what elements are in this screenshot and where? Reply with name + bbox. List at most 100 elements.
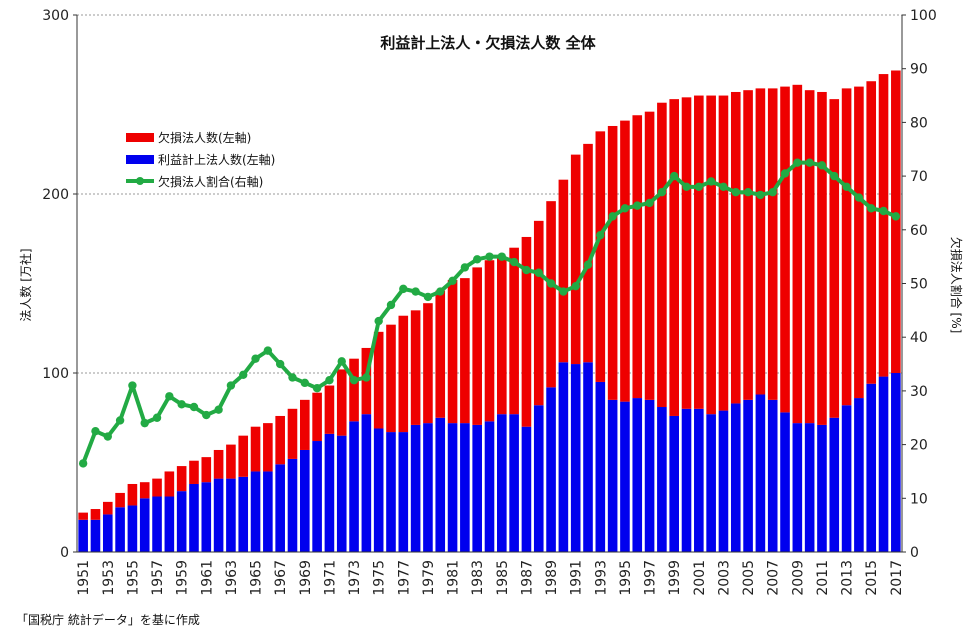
ratio-point-2004: [731, 188, 740, 197]
bars-layer: [78, 70, 901, 552]
x-tick-1995: 1995: [618, 560, 634, 596]
bar-loss-1994: [607, 125, 618, 400]
bar-loss-2016: [878, 74, 889, 377]
bar-profit-1971: [324, 433, 335, 552]
ratio-point-1982: [460, 263, 470, 272]
ratio-point-2001: [694, 182, 704, 192]
x-tick-1951: 1951: [76, 560, 92, 596]
bar-loss-1967: [275, 415, 285, 465]
bar-loss-1984: [484, 260, 495, 422]
bar-loss-2009: [792, 84, 803, 424]
bar-profit-1955: [127, 505, 138, 552]
bar-loss-1961: [201, 457, 212, 483]
legend-label-ratio: 欠損法人割合(右軸): [158, 174, 263, 189]
ratio-point-1975: [374, 316, 383, 326]
y-right-tick-10: 10: [910, 491, 928, 507]
ratio-point-1979: [423, 292, 433, 302]
bar-profit-1974: [361, 414, 372, 552]
bar-profit-2014: [854, 398, 864, 552]
bar-loss-1968: [287, 408, 298, 459]
bar-loss-1995: [620, 120, 630, 402]
y-right-tick-100: 100: [910, 8, 937, 24]
x-tick-1969: 1969: [298, 560, 314, 596]
bar-profit-1957: [152, 496, 162, 552]
bar-loss-1988: [533, 220, 544, 406]
bar-profit-1978: [410, 424, 421, 552]
bar-profit-1990: [558, 362, 569, 552]
bar-profit-1959: [176, 491, 187, 552]
bar-profit-1987: [521, 426, 532, 552]
ratio-point-1988: [534, 268, 543, 277]
bar-profit-1968: [287, 458, 298, 552]
bar-profit-1993: [595, 381, 606, 552]
x-tick-1977: 1977: [396, 560, 412, 596]
bar-profit-1970: [312, 441, 322, 552]
bar-loss-2004: [730, 91, 741, 404]
bar-loss-1978: [410, 310, 421, 425]
ratio-point-1981: [448, 276, 457, 286]
bar-loss-1997: [644, 111, 655, 400]
y-right-tick-90: 90: [910, 62, 928, 78]
bar-profit-1991: [570, 364, 581, 552]
ratio-point-1996: [633, 201, 642, 210]
x-tick-1987: 1987: [519, 560, 535, 596]
bar-loss-1959: [176, 466, 187, 492]
ratio-point-1973: [349, 375, 359, 385]
bar-loss-1970: [312, 392, 322, 442]
bar-loss-2001: [694, 95, 704, 409]
bar-profit-1973: [349, 421, 359, 552]
bar-profit-1967: [275, 464, 285, 552]
ratio-point-1987: [522, 265, 531, 275]
bar-profit-2006: [755, 394, 766, 552]
x-tick-1999: 1999: [667, 560, 683, 596]
bar-profit-2012: [829, 417, 840, 552]
ratio-point-1986: [509, 257, 519, 267]
bar-profit-1980: [435, 417, 446, 552]
y-right-tick-30: 30: [910, 384, 928, 400]
ratio-point-2011: [817, 161, 827, 170]
ratio-point-1961: [202, 410, 211, 420]
bar-loss-1989: [546, 201, 556, 388]
bar-loss-1957: [152, 478, 162, 497]
x-tick-1963: 1963: [224, 560, 240, 596]
bar-loss-1965: [250, 426, 261, 472]
legend-label-loss: 欠損法人数(左軸): [158, 130, 251, 145]
bar-profit-1972: [336, 435, 347, 552]
ratio-point-1966: [263, 346, 273, 355]
x-tick-1975: 1975: [372, 560, 388, 596]
y-right-tick-50: 50: [910, 277, 928, 293]
bar-loss-2013: [841, 88, 852, 406]
bar-loss-1980: [435, 290, 446, 418]
ratio-point-1999: [670, 171, 679, 181]
bar-loss-1960: [189, 460, 199, 484]
legend: 欠損法人数(左軸) 利益計上法人数(左軸) 欠損法人割合(右軸): [126, 130, 275, 189]
bar-loss-2006: [755, 88, 766, 395]
chart-title: 利益計上法人・欠損法人数 全体: [380, 34, 596, 52]
x-tick-2003: 2003: [716, 560, 732, 596]
ratio-point-1967: [275, 359, 285, 369]
ratio-point-1972: [337, 357, 346, 366]
ratio-point-1983: [472, 255, 482, 264]
bar-profit-1995: [620, 401, 630, 552]
bar-profit-1960: [189, 483, 199, 552]
bar-loss-1956: [139, 482, 150, 499]
axes: [73, 14, 906, 553]
ratio-point-2012: [830, 171, 839, 181]
ratio-point-1971: [325, 375, 334, 385]
ratio-point-2009: [793, 158, 802, 167]
bar-profit-1988: [533, 405, 544, 552]
bar-profit-1958: [164, 496, 175, 552]
bar-profit-1984: [484, 421, 495, 552]
legend-swatch-loss: [126, 133, 154, 142]
ratio-point-2003: [719, 182, 728, 192]
bar-profit-2013: [841, 405, 852, 552]
bar-loss-1972: [336, 369, 347, 436]
bar-profit-1986: [509, 414, 519, 552]
bar-profit-2004: [730, 403, 741, 552]
y-left-tick-300: 300: [42, 8, 69, 24]
bar-profit-1956: [139, 498, 150, 552]
x-tick-1959: 1959: [175, 560, 191, 596]
bar-loss-1964: [238, 435, 249, 477]
bar-profit-1999: [669, 415, 680, 552]
